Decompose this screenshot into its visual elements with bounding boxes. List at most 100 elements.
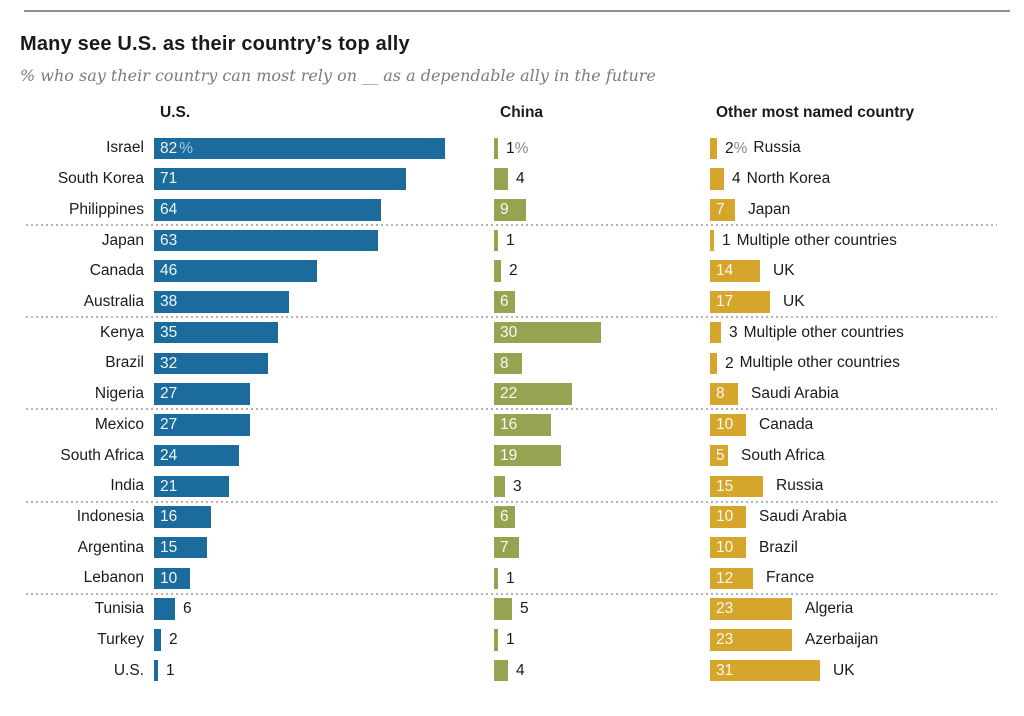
other-cell: 3 Multiple other countries [710, 321, 1024, 344]
us-value-number: 35 [160, 323, 178, 341]
china-cell: 5 [494, 598, 710, 620]
other-name: UK [773, 262, 795, 280]
column-header-other: Other most named country [716, 104, 915, 121]
us-value: 24 [154, 445, 177, 467]
china-bar [494, 659, 508, 682]
china-value-number: 6 [500, 293, 509, 311]
china-cell: 4 [494, 168, 710, 190]
china-bar: 19 [494, 444, 561, 467]
country-label: Turkey [97, 630, 144, 648]
other-name: Azerbaijan [805, 630, 879, 648]
country-label: India [110, 477, 144, 495]
us-value-number: 16 [160, 508, 178, 526]
other-value-number: 10 [716, 416, 734, 434]
china-bar: 8 [494, 352, 522, 375]
us-cell: 10 [154, 567, 494, 590]
other-value: 17 [710, 291, 733, 313]
china-value: 8 [494, 353, 509, 375]
us-value: 64 [154, 199, 177, 221]
us-value: 46 [154, 260, 177, 282]
us-bar: 71 [154, 168, 406, 190]
other-value-number: 23 [716, 600, 734, 618]
other-bar: 10 [710, 414, 746, 436]
other-bar: 23 [710, 629, 792, 651]
other-name: Saudi Arabia [751, 385, 839, 403]
country-label: Lebanon [83, 569, 144, 587]
china-value-number: 16 [500, 416, 518, 434]
other-cell: 23 Azerbaijan [710, 629, 1024, 651]
top-rule [24, 10, 1010, 12]
other-value-number: 3 [729, 323, 738, 341]
country-label: Nigeria [94, 385, 144, 403]
other-value: 10 [710, 537, 733, 559]
other-bar: 5 [710, 444, 728, 467]
us-value: 71 [154, 168, 177, 190]
row-group: Japan 63 1 1 Multiple other countries Canada 4… [0, 225, 1024, 319]
china-value-number: 3 [513, 477, 522, 495]
us-value-number: 64 [160, 201, 178, 219]
other-name: North Korea [746, 170, 831, 188]
china-bar [494, 229, 498, 252]
other-bar: 31 [710, 659, 820, 682]
other-cell: 4 North Korea [710, 168, 1024, 190]
china-cell: 2 [494, 260, 710, 282]
china-bar [494, 137, 498, 160]
column-headers: U.S. China Other most named country [0, 104, 1024, 122]
chart-rows: Israel 82% 1% 2% Russia South Korea 71 4 4 North … [0, 133, 1024, 686]
table-row: Israel 82% 1% 2% Russia [0, 133, 1024, 164]
us-cell: 27 [154, 414, 494, 436]
us-value-suffix: % [179, 139, 194, 157]
other-bar: 15 [710, 475, 763, 498]
country-label: Australia [83, 292, 144, 310]
other-cell: 5 South Africa [710, 444, 1024, 467]
us-cell: 2 [154, 629, 494, 651]
other-name: Algeria [805, 600, 854, 618]
china-cell: 8 [494, 352, 710, 375]
china-cell: 9 [494, 199, 710, 221]
other-value-number: 17 [716, 293, 734, 311]
other-cell: 12 France [710, 567, 1024, 590]
other-name: Multiple other countries [743, 323, 904, 341]
table-row: Turkey 2 1 23 Azerbaijan [0, 625, 1024, 656]
us-bar: 16 [154, 506, 211, 528]
us-cell: 64 [154, 199, 494, 221]
china-cell: 4 [494, 659, 710, 682]
other-name: UK [783, 292, 805, 310]
other-value-number: 8 [716, 385, 725, 403]
us-bar: 46 [154, 260, 317, 282]
other-cell: 10 Brazil [710, 536, 1024, 559]
table-row: Canada 46 2 14 UK [0, 256, 1024, 287]
us-bar: 63 [154, 229, 378, 252]
us-value-number: 46 [160, 262, 178, 280]
chart-subtitle: % who say their country can most rely on… [20, 66, 656, 85]
china-cell: 1% [494, 137, 710, 160]
us-cell: 27 [154, 383, 494, 405]
table-row: Australia 38 6 17 UK [0, 287, 1024, 318]
us-value: 16 [154, 506, 177, 528]
other-value: 3 [729, 322, 738, 344]
china-value: 1 [506, 230, 515, 252]
other-value: 10 [710, 506, 733, 528]
country-label: Argentina [77, 538, 144, 556]
other-cell: 23 Algeria [710, 598, 1024, 620]
other-value-number: 1 [722, 231, 731, 249]
china-value: 1 [506, 568, 515, 590]
us-cell: 1 [154, 659, 494, 682]
other-bar [710, 168, 724, 190]
other-name: UK [833, 661, 855, 679]
country-label: Japan [101, 231, 144, 249]
other-value: 7 [710, 199, 725, 221]
china-cell: 1 [494, 229, 710, 252]
other-value: 2% [725, 138, 747, 160]
other-value: 12 [710, 568, 733, 590]
us-bar: 10 [154, 567, 190, 590]
us-bar: 32 [154, 352, 268, 375]
other-cell: 10 Saudi Arabia [710, 506, 1024, 528]
other-cell: 17 UK [710, 291, 1024, 313]
other-value-number: 2 [725, 139, 734, 157]
other-value: 1 [722, 230, 731, 252]
other-bar: 10 [710, 506, 746, 528]
us-bar: 82% [154, 137, 445, 160]
us-value-number: 27 [160, 385, 178, 403]
other-cell: 1 Multiple other countries [710, 229, 1024, 252]
